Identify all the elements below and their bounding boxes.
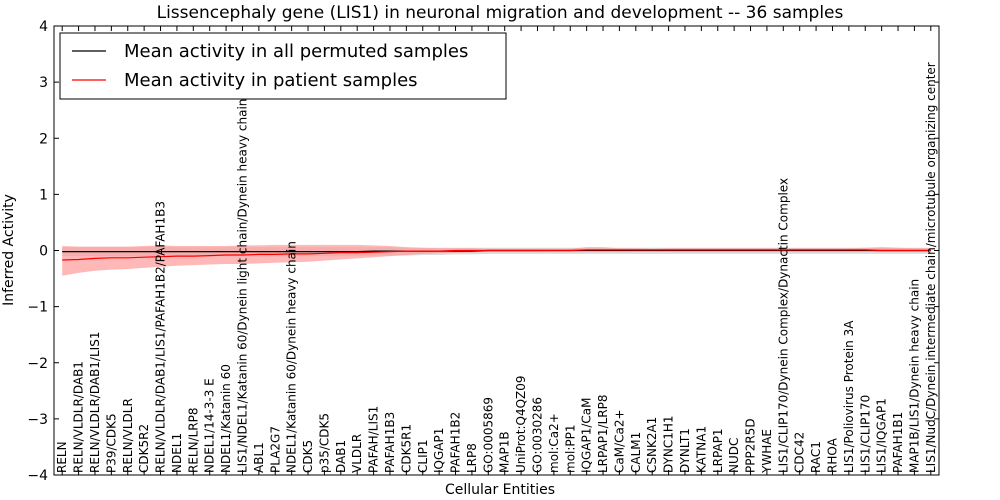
category-label: RELN xyxy=(55,441,69,473)
category-label: LIS1/CLIP170/Dynein Complex/Dynactin Com… xyxy=(776,178,790,473)
category-label: CDK5 xyxy=(301,440,315,473)
y-tick-label: −4 xyxy=(27,468,48,484)
legend: Mean activity in all permuted samples Me… xyxy=(59,32,507,100)
category-label: mol:PP1 xyxy=(563,424,577,473)
band-patient xyxy=(62,244,931,276)
category-label: PAFAH/LIS1 xyxy=(367,406,381,473)
category-label: RELN/VLDLR/DAB1/LIS1 xyxy=(88,332,102,473)
category-label: NDEL1/Katanin 60/Dynein heavy chain xyxy=(285,241,299,473)
category-label: NUDC xyxy=(727,438,741,473)
category-label: LIS1/NDEL1/Katanin 60/Dynein light chain… xyxy=(236,99,250,473)
category-label: DYNLT1 xyxy=(678,428,692,473)
category-label: CDK5R2 xyxy=(137,424,151,473)
category-label: CSNK2A1 xyxy=(645,417,659,473)
chart-title: Lissencephaly gene (LIS1) in neuronal mi… xyxy=(157,3,844,23)
y-axis-label: Inferred Activity xyxy=(1,194,17,306)
category-labels: RELN RELN/VLDLR/DAB1 RELN/VLDLR/DAB1/LIS1 P… xyxy=(55,62,938,474)
y-tick-label: 3 xyxy=(39,75,48,91)
category-label: RELN/VLDLR/DAB1/LIS1/PAFAH1B2/PAFAH1B3 xyxy=(154,201,168,473)
category-label: LIS1/IQGAP1 xyxy=(875,398,889,473)
category-label: PLA2G7 xyxy=(268,426,282,473)
category-label: RAC1 xyxy=(809,441,823,473)
x-axis-label: Cellular Entities xyxy=(445,482,555,498)
category-label: LIS1/CLIP170 xyxy=(858,395,872,473)
category-label: DYNC1H1 xyxy=(662,415,676,473)
category-label: mol:Ca2+ xyxy=(547,413,561,473)
category-label: CLIP1 xyxy=(416,440,430,473)
y-tick-label: 4 xyxy=(39,19,48,35)
category-label: LIS1/NudC/Dynein intermediate chain/micr… xyxy=(924,62,938,473)
x-axis-ticks xyxy=(61,26,932,475)
category-label: IQGAP1/CaM xyxy=(580,398,594,474)
category-label: NDEL1/14-3-3 E xyxy=(203,378,217,473)
category-label: P39/CDK5 xyxy=(104,413,118,473)
category-label: MAP1B/LIS1/Dynein heavy chain xyxy=(907,279,921,473)
category-label: p35/CDK5 xyxy=(317,413,331,473)
category-label: VLDLR xyxy=(350,434,364,473)
y-tick-label: −1 xyxy=(27,300,48,316)
y-tick-label: −3 xyxy=(27,412,48,428)
category-label: RELN/LRP8 xyxy=(186,407,200,473)
series-lines xyxy=(62,249,931,261)
y-tick-label: 1 xyxy=(39,187,48,203)
category-label: CDK5R1 xyxy=(399,424,413,473)
category-label: NDEL1 xyxy=(170,433,184,473)
category-label: ABL1 xyxy=(252,442,266,473)
category-label: GO:0005869 xyxy=(481,397,495,473)
category-label: LIS1/Poliovirus Protein 3A xyxy=(842,320,856,473)
category-label: RHOA xyxy=(826,437,840,473)
category-label: LRP8 xyxy=(465,443,479,473)
category-label: CALM1 xyxy=(629,432,643,473)
category-label: PPP2R5D xyxy=(744,418,758,473)
y-axis-ticks: −4 −3 −2 −1 0 1 2 3 4 xyxy=(27,19,939,484)
category-label: NDEL1/Katanin 60 xyxy=(219,364,233,473)
category-label: RELN/VLDLR xyxy=(121,398,135,473)
category-label: PAFAH1B1 xyxy=(891,412,905,473)
category-label: YWHAE xyxy=(760,429,774,474)
category-label: GO:0030286 xyxy=(531,397,545,473)
legend-label-permuted: Mean activity in all permuted samples xyxy=(124,41,468,62)
category-label: KATNA1 xyxy=(694,426,708,473)
category-label: PAFAH1B2 xyxy=(449,412,463,473)
legend-box xyxy=(59,32,507,100)
category-label: CaM/Ca2+ xyxy=(612,409,626,473)
category-label: CDC42 xyxy=(793,432,807,473)
y-tick-label: 0 xyxy=(39,244,48,260)
category-label: DAB1 xyxy=(334,440,348,473)
y-tick-label: −2 xyxy=(27,356,48,372)
category-label: RELN/VLDLR/DAB1 xyxy=(72,361,86,473)
category-label: IQGAP1 xyxy=(432,428,446,473)
category-label: UniProt:Q4QZ09 xyxy=(514,375,528,473)
category-label: PAFAH1B3 xyxy=(383,412,397,473)
category-label: LRPAP1/LRP8 xyxy=(596,394,610,473)
y-tick-label: 2 xyxy=(39,131,48,147)
category-label: MAP1B xyxy=(498,431,512,473)
category-label: LRPAP1 xyxy=(711,428,725,473)
legend-label-patient: Mean activity in patient samples xyxy=(124,70,418,91)
series-line-patient xyxy=(62,249,931,261)
